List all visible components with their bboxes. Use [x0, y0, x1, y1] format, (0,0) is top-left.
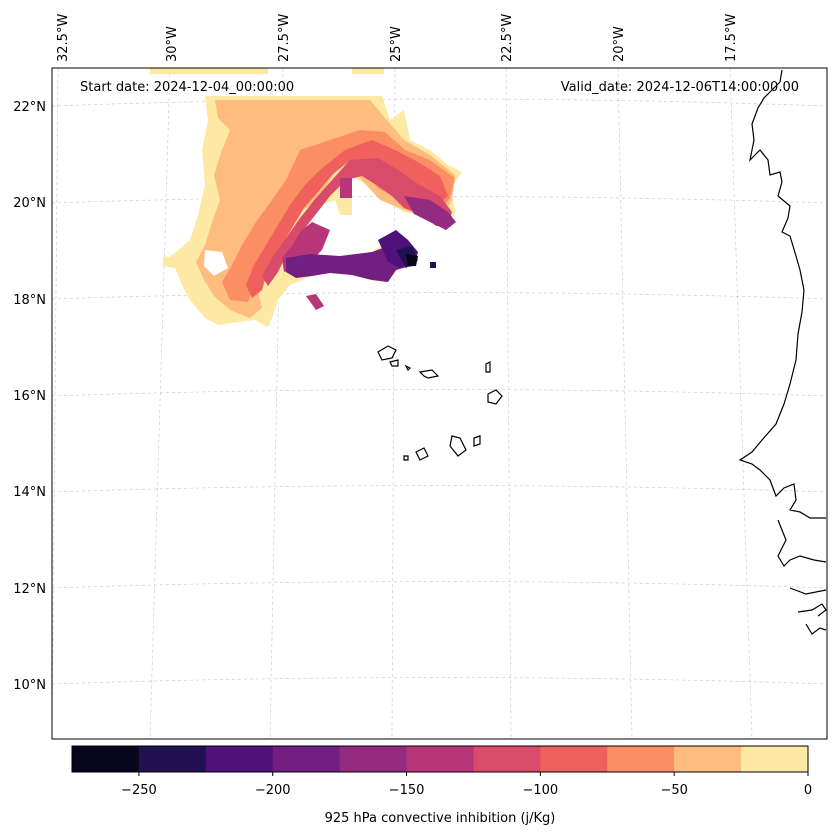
contour-small-dot [430, 262, 436, 268]
lat-label-12n: 12°N [13, 582, 46, 597]
parallel-16n [52, 389, 827, 397]
contour-magenta-a [340, 178, 352, 198]
lon-label-17-5w: 17.5°W [724, 14, 739, 62]
island-maio [473, 435, 481, 447]
colorbar-segment [473, 746, 541, 772]
island-fogo [415, 447, 429, 461]
coastline-south [805, 623, 827, 635]
start-date-label: Start date: 2024-12-04_00:00:00 [80, 80, 294, 95]
contour-black-core [406, 254, 418, 266]
contour-purple-east [404, 196, 456, 230]
colorbar-segment [674, 746, 742, 772]
meridian-17-5w [729, 68, 753, 739]
map-area [52, 68, 827, 739]
parallel-20n [52, 196, 827, 204]
colorbar-tick-label: 0 [804, 783, 812, 798]
meridian-20w [617, 68, 633, 739]
colorbar [71, 745, 809, 776]
parallel-12n [52, 581, 827, 589]
colorbar-segment [72, 746, 140, 772]
island-brava [403, 455, 409, 461]
colorbar-label: 925 hPa convective inhibition (j/Kg) [325, 811, 556, 826]
colorbar-tick-label: −250 [121, 783, 157, 798]
colorbar-frame [71, 745, 809, 773]
colorbar-tick-label: −50 [660, 783, 687, 798]
colorbar-segment [272, 746, 341, 772]
colorbar-segment [540, 746, 608, 772]
contour-pale-patch [163, 256, 176, 268]
island-santo-antao [377, 345, 397, 361]
island-sal [485, 361, 491, 373]
lon-label-25w: 25°W [389, 26, 404, 62]
contour-top-strip-b [352, 68, 384, 74]
colorbar-tick-label: −200 [255, 783, 291, 798]
lat-label-20n: 20°N [13, 196, 46, 211]
meridian-22-5w [505, 68, 512, 739]
gridlines [52, 68, 827, 739]
contour-hole-a [204, 250, 228, 276]
lon-label-27-5w: 27.5°W [277, 14, 292, 62]
contour-purple [286, 240, 412, 282]
contour-magenta-c [306, 294, 324, 310]
lat-label-16n: 16°N [13, 389, 46, 404]
colorbar-segment [607, 746, 675, 772]
contour-red-pink [262, 158, 452, 286]
lat-label-10n: 10°N [13, 678, 46, 693]
island-sao-vicente [389, 359, 399, 367]
colorbar-segment [205, 746, 274, 772]
island-santiago [449, 435, 467, 457]
valid-date-label: Valid_date: 2024-12-06T14:00:00.00 [561, 80, 799, 95]
lon-label-32-5w: 32.5°W [56, 14, 71, 62]
colorbar-segment [406, 746, 474, 772]
lat-label-18n: 18°N [13, 293, 46, 308]
coastline-gambia-guinea [777, 519, 827, 567]
island-boa-vista [487, 389, 503, 405]
island-sao-nicolau [418, 369, 440, 379]
contour-top-strip-a [150, 68, 268, 74]
lon-label-20w: 20°W [612, 26, 627, 62]
parallel-22n [52, 98, 827, 107]
colorbar-tick-label: −150 [389, 783, 425, 798]
meridian-25w [391, 68, 396, 739]
coastlines [377, 69, 827, 635]
parallel-18n [52, 292, 827, 300]
latitude-labels: 22°N 20°N 18°N 16°N 14°N 12°N 10°N [13, 100, 46, 693]
meridian-32-5w [52, 68, 59, 739]
coastline-guinea-bissau [789, 587, 827, 595]
island-santa-luzia [404, 364, 412, 372]
lon-label-22-5w: 22.5°W [500, 14, 515, 62]
lat-label-22n: 22°N [13, 100, 46, 115]
colorbar-ticks: −250 −200 −150 −100 −50 0 [121, 783, 812, 798]
parallel-10n [52, 677, 827, 685]
parallel-14n [52, 485, 827, 493]
colorbar-segment [339, 746, 408, 772]
cin-contours [150, 68, 462, 327]
longitude-labels: 32.5°W 30°W 27.5°W 25°W 22.5°W 20°W 17.5… [56, 14, 739, 62]
meridian-30w [149, 68, 171, 739]
lon-label-30w: 30°W [165, 26, 180, 62]
meridian-27-5w [269, 68, 284, 739]
lat-label-14n: 14°N [13, 485, 46, 500]
colorbar-tick-label: −100 [523, 783, 559, 798]
map-frame [51, 67, 828, 740]
coastline-africa [738, 69, 826, 519]
colorbar-segment [741, 746, 809, 772]
coastline-bijagos [797, 603, 827, 617]
colorbar-segment [138, 746, 207, 772]
